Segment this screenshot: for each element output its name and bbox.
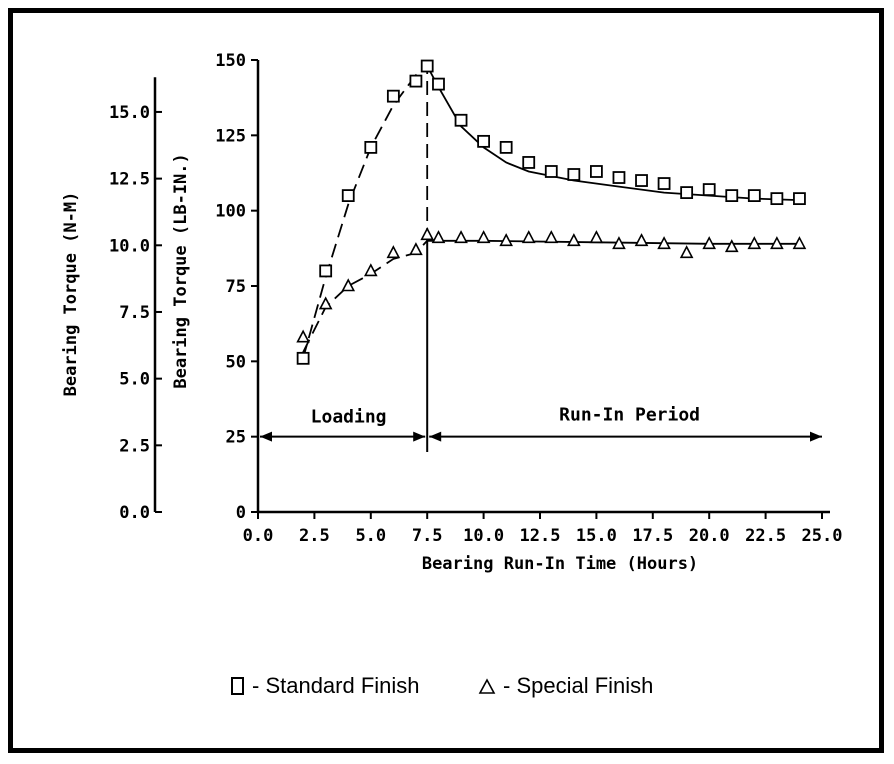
x-tick-label: 0.0 (243, 526, 274, 546)
y-tick-label-nm: 10.0 (109, 236, 150, 256)
special-finish-point (476, 230, 491, 244)
y-tick-label-nm: 0.0 (119, 503, 150, 523)
standard-finish-point (747, 189, 761, 203)
special-finish-point (770, 236, 784, 250)
legend-standard-finish: - Standard Finish (252, 673, 420, 698)
x-tick-label: 5.0 (355, 526, 386, 546)
x-tick-label: 20.0 (689, 526, 730, 546)
special-finish-point (657, 236, 671, 250)
special-finish-point (409, 242, 423, 256)
x-tick-label: 7.5 (412, 526, 443, 546)
standard-finish-point (477, 134, 491, 148)
standard-finish-point (420, 59, 434, 73)
standard-finish-point (657, 177, 671, 190)
special-finish-point (521, 230, 536, 244)
standard-finish-point (544, 165, 558, 178)
standard-finish-point (567, 168, 581, 181)
y-tick-label-nm: 12.5 (109, 170, 150, 190)
y-tick-label-lbin: 125 (215, 126, 246, 146)
x-tick-label: 17.5 (632, 526, 673, 546)
standard-finish-point (680, 186, 694, 199)
x-tick-label: 2.5 (299, 526, 330, 546)
special-finish-point (341, 278, 356, 292)
loading-arrowhead-right (413, 431, 426, 442)
standard-finish-point (454, 113, 468, 127)
legend-triangle-icon (478, 678, 496, 694)
special-finish-point (634, 233, 649, 247)
y-tick-label-lbin: 0 (236, 503, 246, 523)
x-tick-label: 10.0 (463, 526, 504, 546)
x-tick-label: 12.5 (520, 526, 561, 546)
loading-arrowhead-left (260, 431, 272, 442)
y-axis-label-nm: Bearing Torque (N-M) (61, 192, 81, 397)
standard-finish-point (364, 140, 378, 154)
y-tick-label-nm: 15.0 (109, 103, 150, 123)
standard-finish-point (635, 174, 648, 187)
standard-finish-point (386, 89, 400, 103)
standard-finish-point (793, 192, 806, 206)
special-finish-point (589, 230, 604, 244)
special-finish-point (702, 236, 717, 250)
standard-finish-point (341, 189, 355, 203)
x-tick-label: 25.0 (802, 526, 843, 546)
special-finish-point (318, 296, 333, 310)
legend-special-finish: - Special Finish (503, 673, 653, 698)
standard-finish-point (522, 156, 536, 169)
special-finish-point (499, 233, 513, 247)
y-tick-label-lbin: 150 (215, 51, 246, 71)
standard-finish-point (319, 264, 333, 278)
standard-finish-point (590, 165, 603, 178)
standard-finish-point (296, 351, 310, 365)
special-finish-point (544, 230, 559, 244)
special-finish-point (679, 245, 694, 259)
y-tick-label-lbin: 75 (226, 277, 246, 297)
y-tick-label-lbin: 50 (226, 352, 246, 372)
special-finish-point (612, 236, 626, 250)
loading-label: Loading (311, 407, 387, 428)
x-tick-label: 15.0 (576, 526, 617, 546)
trend-special-loading (302, 240, 428, 353)
y-tick-label-nm: 2.5 (119, 436, 150, 456)
standard-finish-point (702, 183, 716, 196)
standard-finish-point (725, 189, 739, 203)
runin-arrowhead-right (810, 431, 822, 442)
standard-finish-point (770, 192, 784, 206)
y-axis-label-lbin: Bearing Torque (LB-IN.) (171, 153, 191, 388)
y-tick-label-lbin: 100 (215, 202, 246, 222)
x-axis-label: Bearing Run-In Time (Hours) (422, 554, 698, 574)
special-finish-point (420, 227, 435, 241)
special-finish-point (386, 245, 401, 259)
runin-arrowhead-left (429, 431, 442, 442)
special-finish-point (724, 239, 739, 253)
special-finish-point (431, 230, 446, 244)
y-tick-label-nm: 7.5 (119, 303, 150, 323)
y-tick-label-lbin: 25 (226, 428, 246, 448)
special-finish-point (747, 236, 762, 250)
standard-finish-point (612, 171, 626, 184)
standard-finish-point (409, 74, 423, 88)
special-finish-point (296, 329, 310, 343)
standard-finish-point (499, 140, 513, 154)
special-finish-point (454, 230, 468, 244)
special-finish-point (792, 236, 807, 250)
legend-square-icon (231, 677, 244, 695)
special-finish-point (567, 233, 581, 247)
special-finish-point (363, 263, 378, 277)
x-tick-label: 22.5 (745, 526, 786, 546)
y-tick-label-nm: 5.0 (119, 370, 150, 390)
run-in-label: Run-In Period (559, 405, 700, 426)
standard-finish-point (432, 77, 445, 91)
